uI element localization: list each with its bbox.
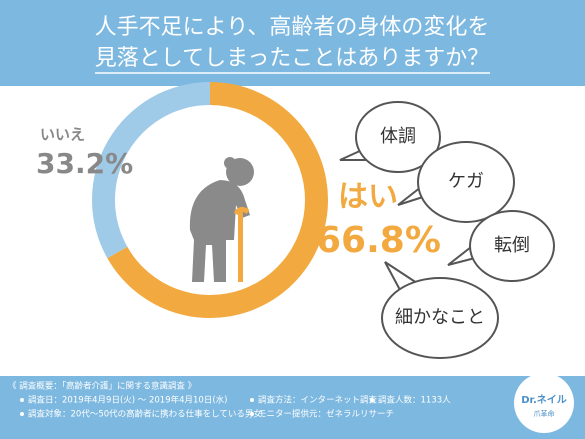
note: 調査方法：インターネット調査: [258, 395, 378, 406]
speech-bubbles: [339, 101, 555, 359]
annotation: ケガ: [448, 171, 484, 192]
note: モニター提供元：ゼネラルリサーチ: [258, 409, 394, 420]
logo-sub: 爪革命: [534, 409, 555, 418]
value-label: 66.8%: [316, 220, 441, 261]
note: 《 調査概要：「高齢者介護」に関する意識調査 》: [8, 381, 196, 392]
title-line: 人手不足により、高齢者の身体の変化を: [95, 15, 490, 40]
title-line: 見落としてしまったことはありますか？: [95, 46, 489, 71]
annotation: 体調: [380, 126, 416, 147]
category-label: はい: [338, 180, 398, 215]
logo-name: Dr.ネイル: [521, 394, 567, 406]
logo-badge: [514, 373, 574, 433]
donut: [91, 82, 328, 318]
annotation: 細かなこと: [395, 307, 485, 328]
note: 調査日：2019年4月9日(火) 〜 2019年4月10日(水): [28, 395, 227, 406]
note: 調査対象：20代〜50代の高齢者に携わる仕事をしている男女: [28, 409, 262, 420]
bullets: [20, 398, 374, 416]
note: 調査人数：1133人: [378, 395, 451, 406]
donut-segment: [91, 82, 210, 259]
annotation: 転倒: [494, 235, 530, 256]
elderly-figure: [189, 157, 254, 282]
category-label: いいえ: [40, 126, 85, 144]
value-label: 33.2%: [36, 147, 133, 180]
